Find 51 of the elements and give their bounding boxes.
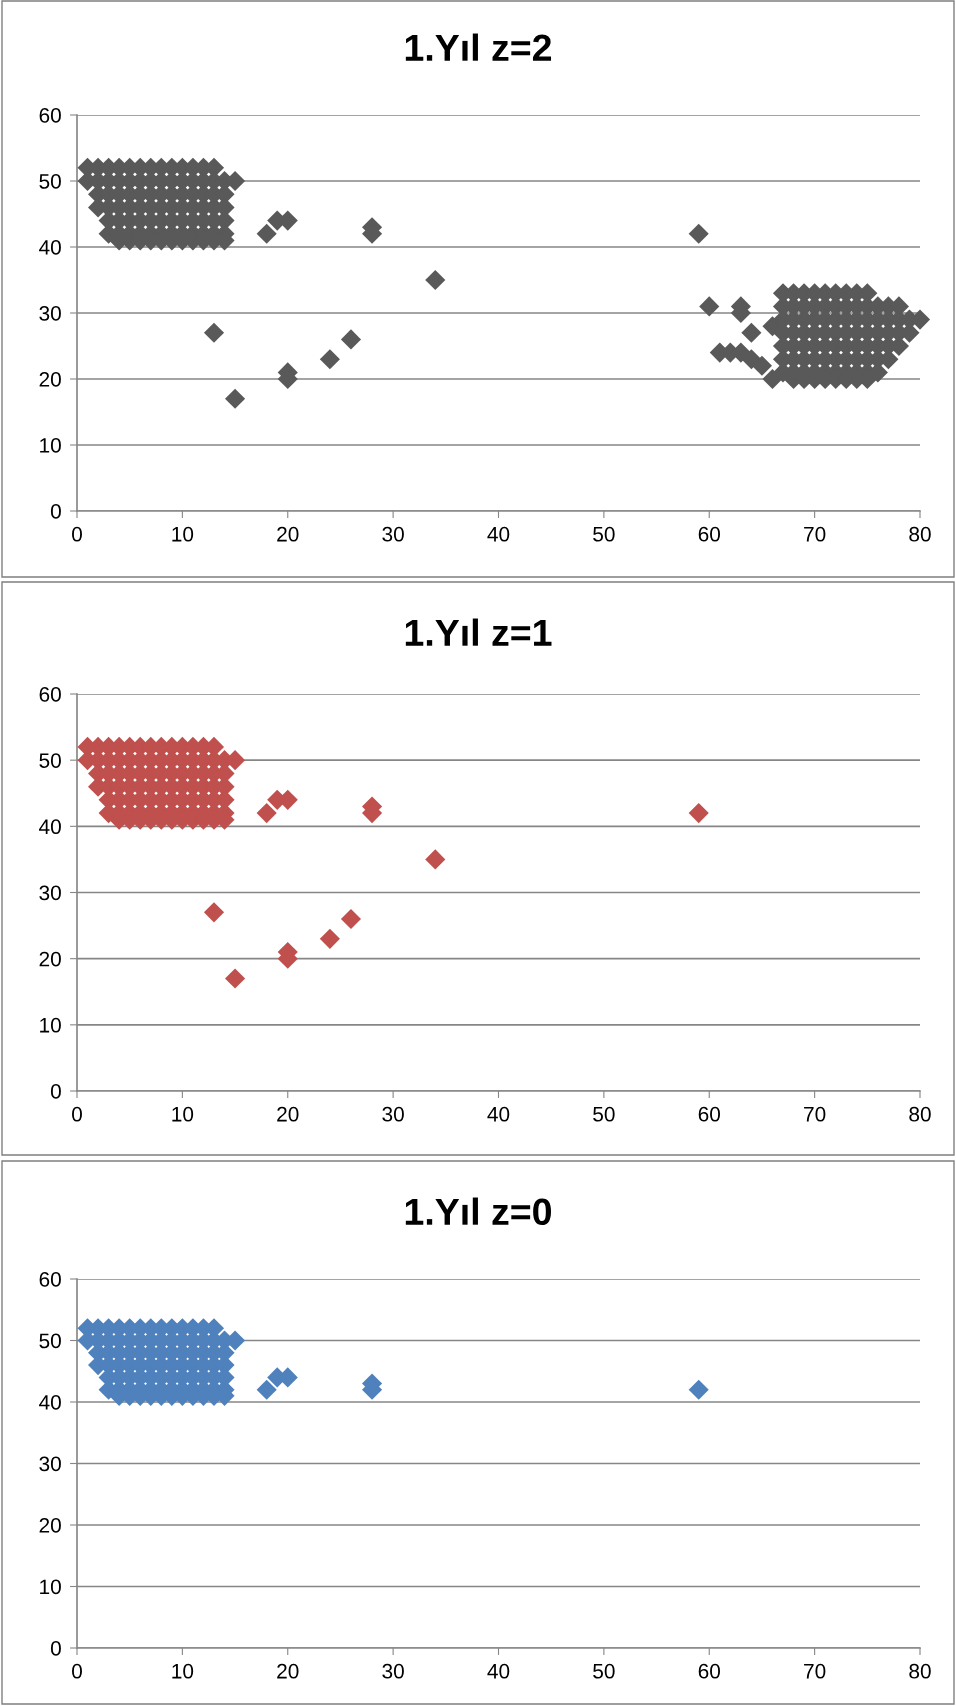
y-tick-label: 50: [39, 174, 61, 189]
y-tick-label: 20: [39, 951, 61, 967]
y-tick-label: 0: [50, 504, 61, 519]
x-tick-label: 50: [593, 526, 615, 542]
y-tick-label: 10: [40, 438, 61, 453]
y-tick-label: 60: [39, 687, 61, 702]
x-tick-label: 70: [804, 526, 826, 542]
y-tick-label: 20: [39, 372, 61, 387]
x-tick-label: 40: [487, 1663, 510, 1679]
x-tick-label: 0: [72, 1663, 82, 1679]
x-tick-label: 10: [172, 526, 194, 542]
x-tick-label: 60: [698, 1106, 721, 1122]
x-tick-label: 40: [487, 526, 510, 542]
y-tick-label: 60: [39, 108, 61, 123]
x-tick-label: 20: [277, 1106, 299, 1122]
x-tick-label: 30: [382, 1663, 404, 1679]
y-tick-label: 40: [39, 1395, 61, 1410]
y-tick-label: 50: [39, 753, 61, 768]
x-tick-label: 10: [172, 1663, 194, 1679]
x-tick-label: 50: [593, 1663, 615, 1679]
y-tick-label: 0: [50, 1084, 61, 1099]
x-tick-label: 70: [804, 1663, 826, 1679]
x-tick-label: 50: [593, 1106, 615, 1122]
chart-title: 1.Yıl z=1: [405, 618, 552, 646]
x-tick-label: 10: [172, 1106, 194, 1122]
x-tick-label: 0: [72, 526, 82, 542]
x-tick-label: 30: [382, 526, 404, 542]
y-tick-label: 0: [50, 1641, 61, 1656]
y-tick-label: 50: [39, 1333, 61, 1349]
x-tick-label: 40: [487, 1106, 510, 1122]
y-tick-label: 40: [39, 819, 61, 835]
y-tick-label: 10: [40, 1579, 61, 1595]
x-tick-label: 60: [698, 1663, 721, 1679]
y-tick-label: 40: [39, 240, 61, 255]
x-tick-label: 70: [804, 1106, 826, 1122]
x-tick-label: 80: [909, 526, 931, 542]
y-tick-label: 30: [39, 1456, 61, 1472]
chart-title: 1.Yıl z=0: [405, 1197, 551, 1226]
y-tick-label: 20: [39, 1518, 61, 1533]
x-tick-label: 20: [277, 526, 299, 542]
x-tick-label: 0: [72, 1106, 82, 1122]
y-tick-label: 30: [39, 306, 61, 321]
x-tick-label: 80: [909, 1106, 931, 1122]
x-tick-label: 60: [698, 526, 721, 542]
y-tick-label: 30: [39, 885, 61, 901]
x-tick-label: 80: [909, 1663, 931, 1679]
x-tick-label: 30: [382, 1106, 404, 1122]
y-tick-label: 60: [39, 1272, 61, 1287]
x-tick-label: 20: [277, 1663, 299, 1679]
chart-title: 1.Yıl z=2: [405, 33, 552, 61]
y-tick-label: 10: [40, 1017, 61, 1033]
